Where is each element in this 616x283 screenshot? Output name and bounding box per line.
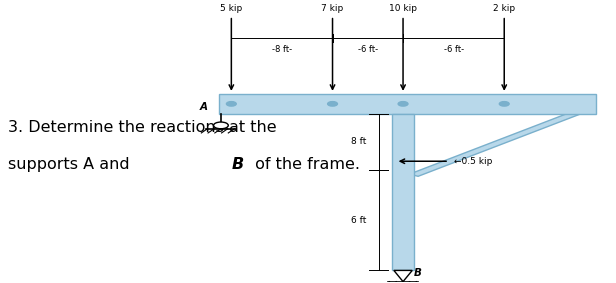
Polygon shape [394,271,412,282]
Circle shape [500,102,509,106]
Text: A: A [200,102,208,112]
Text: B: B [232,156,243,171]
Text: -8 ft-: -8 ft- [272,45,292,54]
Text: 7 kip: 7 kip [322,4,344,13]
Text: -6 ft-: -6 ft- [358,45,378,54]
Text: 5 kip: 5 kip [221,4,243,13]
Text: supports A and: supports A and [7,156,134,171]
Text: 3. Determine the reactions at the: 3. Determine the reactions at the [7,120,276,135]
Text: -6 ft-: -6 ft- [444,45,464,54]
Text: 10 kip: 10 kip [389,4,417,13]
Circle shape [214,122,229,129]
Polygon shape [410,111,582,176]
Bar [392,114,414,271]
Bar [219,94,596,114]
Text: B: B [414,268,422,278]
Circle shape [328,102,338,106]
Text: 8 ft: 8 ft [351,137,367,146]
Circle shape [398,102,408,106]
Circle shape [227,102,237,106]
Text: 6 ft: 6 ft [351,216,367,224]
Text: of the frame.: of the frame. [249,156,360,171]
Text: 2 kip: 2 kip [493,4,516,13]
Text: ←0.5 kip: ←0.5 kip [454,157,492,166]
